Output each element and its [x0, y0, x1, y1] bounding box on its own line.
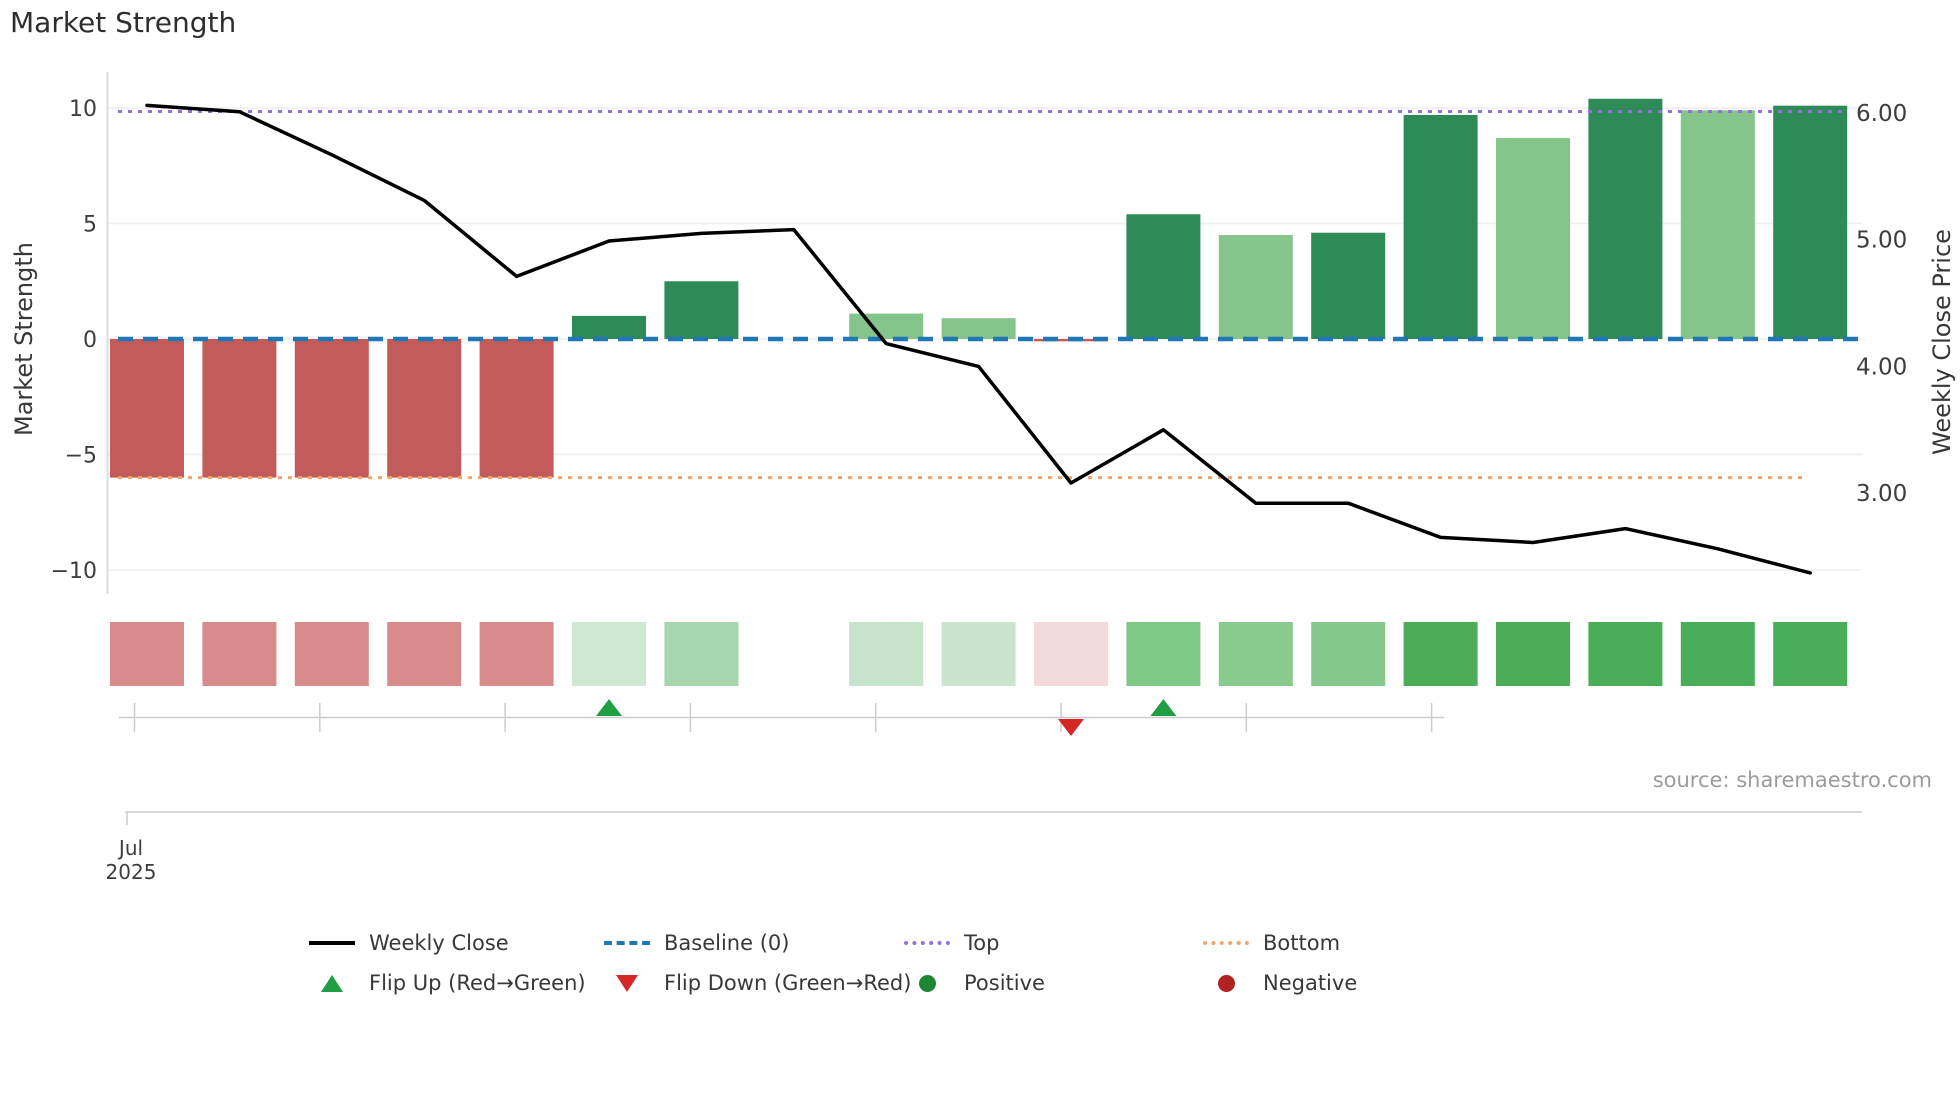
- strength-bar: [479, 339, 554, 478]
- heatmap-cell: [294, 622, 369, 686]
- legend-swatch-line-dashed-icon: [604, 941, 650, 945]
- legend-label: Positive: [964, 971, 1045, 995]
- legend-swatch-dot-icon: [1203, 974, 1249, 992]
- strength-bar: [1126, 214, 1201, 339]
- heatmap-cell: [1311, 622, 1386, 686]
- heatmap-cell: [941, 622, 1016, 686]
- heatmap-cell: [479, 622, 554, 686]
- strength-bar: [110, 339, 184, 478]
- flip-up-marker: [596, 699, 622, 716]
- legend-item: Flip Down (Green→Red): [604, 966, 911, 1000]
- left-tick-label: 10: [69, 97, 97, 122]
- legend-item: Bottom: [1203, 926, 1340, 960]
- legend-label: Flip Up (Red→Green): [369, 971, 586, 995]
- heatmap-cell: [1773, 622, 1848, 686]
- triangle-up-glyph: [321, 974, 343, 992]
- heatmap-cell: [1403, 622, 1478, 686]
- left-tick-label: 0: [83, 328, 97, 353]
- legend-label: Baseline (0): [664, 931, 790, 955]
- strength-bar: [387, 339, 462, 478]
- strength-bar: [1311, 232, 1386, 339]
- heatmap-cell: [387, 622, 462, 686]
- strength-bar: [1680, 110, 1755, 339]
- legend-label: Negative: [1263, 971, 1358, 995]
- strength-bar: [1588, 98, 1663, 339]
- triangle-down-glyph: [616, 974, 638, 992]
- heatmap-cell: [202, 622, 277, 686]
- right-tick-label: 6.00: [1856, 101, 1907, 127]
- left-tick-label: 5: [83, 213, 97, 238]
- heatmap-cell: [1588, 622, 1663, 686]
- strength-bar: [1218, 235, 1293, 339]
- weekly-close-line: [145, 103, 1812, 575]
- legend-item: Negative: [1203, 966, 1357, 1000]
- right-tick-label: 3.00: [1856, 481, 1907, 507]
- heatmap-cell: [1126, 622, 1201, 686]
- strength-bar: [202, 339, 277, 478]
- heatmap-cell: [1034, 622, 1108, 686]
- legend-item: Top: [904, 926, 999, 960]
- dot-glyph: [1217, 974, 1235, 992]
- strength-bar: [1403, 114, 1478, 340]
- legend-swatch-triangle-down-icon: [604, 974, 650, 992]
- source-note: source: sharemaestro.com: [1652, 768, 1932, 792]
- flip-down-marker: [1058, 719, 1084, 736]
- heatmap-cell: [849, 622, 924, 686]
- line-dashed-glyph: [604, 941, 650, 945]
- strength-bar: [1773, 105, 1848, 339]
- line-solid-glyph: [309, 941, 355, 945]
- legend-label: Weekly Close: [369, 931, 509, 955]
- strength-bar: [1496, 138, 1570, 339]
- legend-swatch-line-dotted-icon: [904, 941, 950, 945]
- legend-item: Positive: [904, 966, 1045, 1000]
- line-dotted-glyph: [1203, 941, 1249, 945]
- heatmap-cell: [1680, 622, 1755, 686]
- legend-item: Weekly Close: [309, 926, 509, 960]
- dot-glyph: [918, 974, 936, 992]
- legend-swatch-line-dotted-icon: [1203, 941, 1249, 945]
- left-tick-label: −10: [51, 559, 97, 584]
- legend-label: Flip Down (Green→Red): [664, 971, 912, 995]
- legend-swatch-line-solid-icon: [309, 941, 355, 945]
- heatmap-cell: [110, 622, 184, 686]
- x-axis-tick-label: Jul 2025: [105, 836, 157, 884]
- heatmap-cell: [1496, 622, 1570, 686]
- legend-swatch-dot-icon: [904, 974, 950, 992]
- legend-label: Bottom: [1263, 931, 1341, 955]
- legend-item: Baseline (0): [604, 926, 789, 960]
- legend-swatch-triangle-up-icon: [309, 974, 355, 992]
- right-tick-label: 5.00: [1856, 228, 1907, 254]
- strength-bar: [849, 313, 924, 339]
- heatmap-cell: [1218, 622, 1293, 686]
- flip-up-marker: [1150, 699, 1177, 716]
- heatmap-cell: [664, 622, 739, 686]
- heatmap-cell: [572, 622, 646, 686]
- left-tick-label: −5: [65, 444, 97, 469]
- line-dotted-glyph: [904, 941, 950, 945]
- legend-label: Top: [964, 931, 1000, 955]
- chart-title: Market Strength: [10, 6, 237, 39]
- strength-bar: [572, 315, 646, 339]
- strength-bar: [294, 339, 369, 478]
- legend-item: Flip Up (Red→Green): [309, 966, 586, 1000]
- right-tick-label: 4.00: [1856, 354, 1907, 380]
- strength-bar: [941, 318, 1016, 339]
- strength-bar: [664, 281, 739, 339]
